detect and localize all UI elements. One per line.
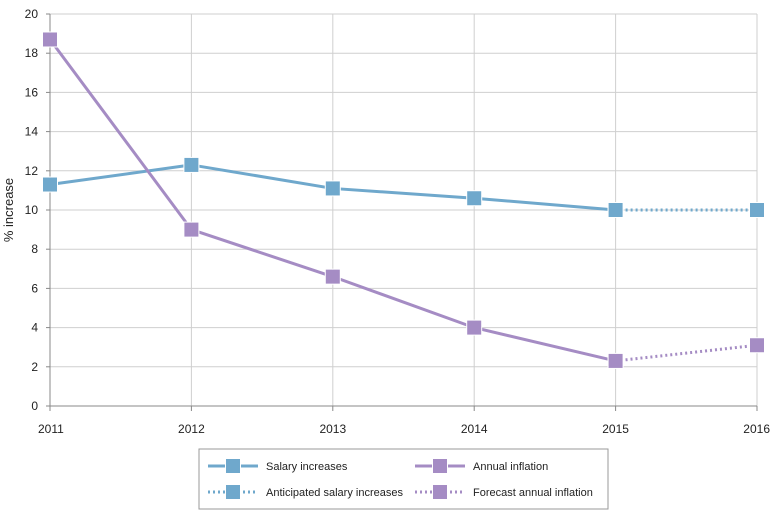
data-point-marker: [749, 337, 765, 354]
x-tick-label: 2014: [461, 422, 488, 436]
y-tick-label: 12: [25, 164, 39, 178]
series-markers: [42, 31, 765, 369]
legend-label: Anticipated salary increases: [266, 487, 403, 499]
legend-label: Forecast annual inflation: [473, 487, 593, 499]
series-lines: [48, 38, 758, 363]
axes: [46, 13, 758, 411]
legend-marker-swatch: [432, 484, 448, 500]
data-point-marker: [607, 202, 624, 218]
data-point-marker: [324, 180, 341, 197]
y-tick-label: 14: [25, 125, 39, 139]
data-point-marker: [607, 352, 624, 369]
legend-marker-swatch: [432, 458, 448, 474]
data-point-marker: [324, 268, 341, 285]
legend-label: Salary increases: [266, 461, 348, 473]
legend: Salary increases Anticipated salary incre…: [198, 448, 609, 510]
x-tick-label: 2011: [38, 422, 64, 436]
data-point-marker: [749, 202, 765, 218]
x-tick-label: 2016: [743, 422, 770, 436]
y-tick-label: 8: [31, 242, 38, 256]
y-tick-label: 20: [25, 7, 39, 21]
y-axis-title: % increase: [1, 178, 16, 242]
data-point-marker: [183, 156, 200, 173]
series-line: [615, 343, 758, 363]
data-point-marker: [466, 190, 483, 207]
legend-box: [198, 448, 609, 510]
y-tick-label: 10: [25, 203, 39, 217]
tick-labels: 0 2 4 6 8 10 12 14 16 18 20 2011 2012 2013 2014 2015 201…: [25, 7, 771, 436]
y-tick-label: 2: [31, 360, 38, 374]
y-tick-label: 16: [25, 85, 39, 99]
y-tick-label: 4: [31, 321, 38, 335]
y-tick-label: 0: [31, 399, 38, 413]
y-tick-label: 6: [31, 281, 38, 295]
data-point-marker: [183, 221, 200, 238]
data-point-marker: [466, 319, 483, 336]
y-tick-label: 18: [25, 46, 39, 60]
legend-label: Annual inflation: [473, 461, 548, 473]
x-tick-label: 2012: [178, 422, 205, 436]
x-tick-label: 2015: [602, 422, 629, 436]
x-tick-label: 2013: [319, 422, 346, 436]
legend-marker-swatch: [225, 458, 241, 474]
legend-marker-swatch: [225, 484, 241, 500]
data-point-marker: [42, 31, 58, 48]
data-point-marker: [42, 176, 58, 193]
